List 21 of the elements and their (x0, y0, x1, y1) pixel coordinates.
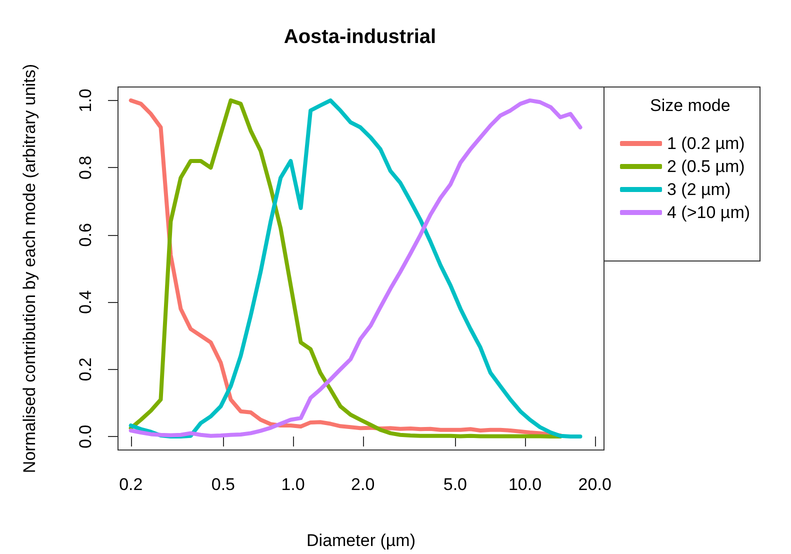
x-tick-label: 20.0 (578, 475, 612, 494)
x-tick-label: 1.0 (281, 475, 305, 494)
y-tick-label: 0.0 (76, 424, 95, 448)
x-tick-label: 0.5 (211, 475, 236, 494)
y-axis-title: Normalised contribution by each mode (arbitrary units) (20, 64, 39, 474)
chart-title: Aosta-industrial (284, 26, 436, 48)
y-tick-label: 0.6 (76, 223, 95, 247)
y-tick-label: 1.0 (76, 88, 95, 112)
x-tick-label: 2.0 (351, 475, 375, 494)
legend-label: 1 (0.2 µm) (667, 134, 745, 153)
x-tick-label: 10.0 (508, 475, 542, 494)
legend-label: 2 (0.5 µm) (667, 157, 745, 176)
legend-title: Size mode (650, 96, 730, 115)
legend-label: 3 (2 µm) (667, 180, 731, 199)
x-tick-label: 5.0 (443, 475, 468, 494)
x-axis-title: Diameter (µm) (306, 531, 416, 550)
x-tick-label: 0.2 (119, 475, 143, 494)
y-tick-label: 0.4 (76, 290, 95, 314)
legend-label: 4 (>10 µm) (667, 203, 750, 222)
y-tick-label: 0.8 (76, 156, 95, 180)
y-tick-label: 0.2 (76, 358, 95, 382)
